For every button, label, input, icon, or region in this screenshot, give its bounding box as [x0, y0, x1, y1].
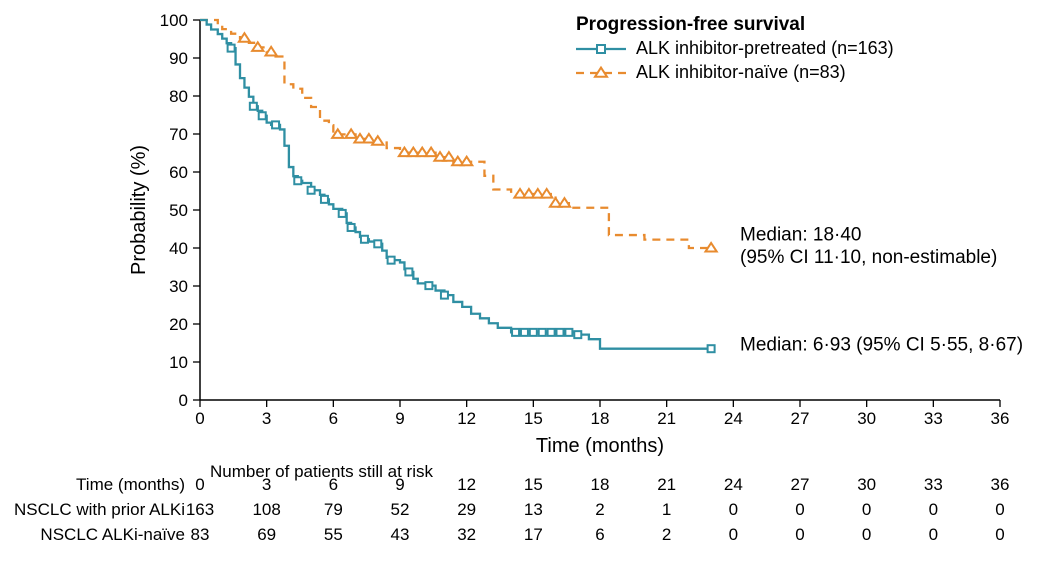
- risk-time-cell: 30: [857, 475, 876, 494]
- risk-row2-cell: 55: [324, 525, 343, 544]
- x-tick-label: 24: [724, 409, 743, 428]
- risk-row1-cell: 0: [862, 500, 871, 519]
- risk-row2-cell: 83: [191, 525, 210, 544]
- risk-row2-cell: 2: [662, 525, 671, 544]
- x-tick-label: 3: [262, 409, 271, 428]
- risk-row1-cell: 13: [524, 500, 543, 519]
- risk-time-cell: 33: [924, 475, 943, 494]
- risk-row2-cell: 0: [795, 525, 804, 544]
- risk-time-cell: 12: [457, 475, 476, 494]
- x-tick-label: 0: [195, 409, 204, 428]
- risk-row1-cell: 2: [595, 500, 604, 519]
- risk-row2-cell: 0: [729, 525, 738, 544]
- risk-row2-cell: 43: [391, 525, 410, 544]
- risk-row1-cell: 29: [457, 500, 476, 519]
- risk-row2-cell: 0: [929, 525, 938, 544]
- x-tick-label: 15: [524, 409, 543, 428]
- risk-time-cell: 15: [524, 475, 543, 494]
- annotation-pretreated: Median: 6·93 (95% CI 5·55, 8·67): [740, 335, 1023, 356]
- risk-row1-cell: 108: [252, 500, 280, 519]
- y-tick-label: 20: [169, 315, 188, 334]
- risk-row2-cell: 17: [524, 525, 543, 544]
- x-tick-label: 36: [991, 409, 1010, 428]
- x-tick-label: 6: [329, 409, 338, 428]
- y-tick-label: 0: [179, 391, 188, 410]
- risk-time-cell: 3: [262, 475, 271, 494]
- x-tick-label: 33: [924, 409, 943, 428]
- risk-time-cell: 0: [195, 475, 204, 494]
- risk-time-cell: 9: [395, 475, 404, 494]
- x-tick-label: 30: [857, 409, 876, 428]
- risk-time-cell: 36: [991, 475, 1010, 494]
- risk-row2-cell: 6: [595, 525, 604, 544]
- y-tick-label: 50: [169, 201, 188, 220]
- risk-time-cell: 21: [657, 475, 676, 494]
- y-tick-label: 40: [169, 239, 188, 258]
- risk-row1-cell: 0: [929, 500, 938, 519]
- risk-row1-cell: 79: [324, 500, 343, 519]
- risk-row1-label: NSCLC with prior ALKi: [14, 500, 185, 519]
- y-tick-label: 10: [169, 353, 188, 372]
- risk-row1-cell: 52: [391, 500, 410, 519]
- risk-row1-cell: 0: [995, 500, 1004, 519]
- y-tick-label: 60: [169, 163, 188, 182]
- y-axis-label: Probability (%): [128, 145, 150, 275]
- risk-row1-cell: 163: [186, 500, 214, 519]
- x-tick-label: 12: [457, 409, 476, 428]
- risk-time-cell: 24: [724, 475, 743, 494]
- risk-time-cell: 27: [791, 475, 810, 494]
- risk-row1-cell: 0: [729, 500, 738, 519]
- y-tick-label: 100: [160, 11, 188, 30]
- annotation-naive-line2: (95% CI 11·10, non-estimable): [740, 247, 997, 268]
- legend-item-label: ALK inhibitor-pretreated (n=163): [636, 38, 894, 58]
- x-tick-label: 21: [657, 409, 676, 428]
- risk-row2-cell: 32: [457, 525, 476, 544]
- x-axis-label: Time (months): [536, 435, 664, 457]
- risk-row1-cell: 1: [662, 500, 671, 519]
- legend-title: Progression-free survival: [576, 14, 805, 35]
- risk-row2-cell: 0: [862, 525, 871, 544]
- y-tick-label: 30: [169, 277, 188, 296]
- risk-time-cell: 18: [591, 475, 610, 494]
- y-tick-label: 90: [169, 49, 188, 68]
- x-tick-label: 18: [591, 409, 610, 428]
- annotation-naive-line1: Median: 18·40: [740, 224, 861, 245]
- risk-row2-label: NSCLC ALKi-naïve: [40, 525, 185, 544]
- y-tick-label: 80: [169, 87, 188, 106]
- x-tick-label: 27: [791, 409, 810, 428]
- y-tick-label: 70: [169, 125, 188, 144]
- km-chart: 0102030405060708090100036912151821242730…: [0, 0, 1050, 565]
- legend-item-label: ALK inhibitor-naïve (n=83): [636, 62, 846, 82]
- x-tick-label: 9: [395, 409, 404, 428]
- risk-time-label: Time (months): [76, 475, 185, 494]
- risk-row2-cell: 69: [257, 525, 276, 544]
- risk-time-cell: 6: [329, 475, 338, 494]
- risk-row2-cell: 0: [995, 525, 1004, 544]
- risk-row1-cell: 0: [795, 500, 804, 519]
